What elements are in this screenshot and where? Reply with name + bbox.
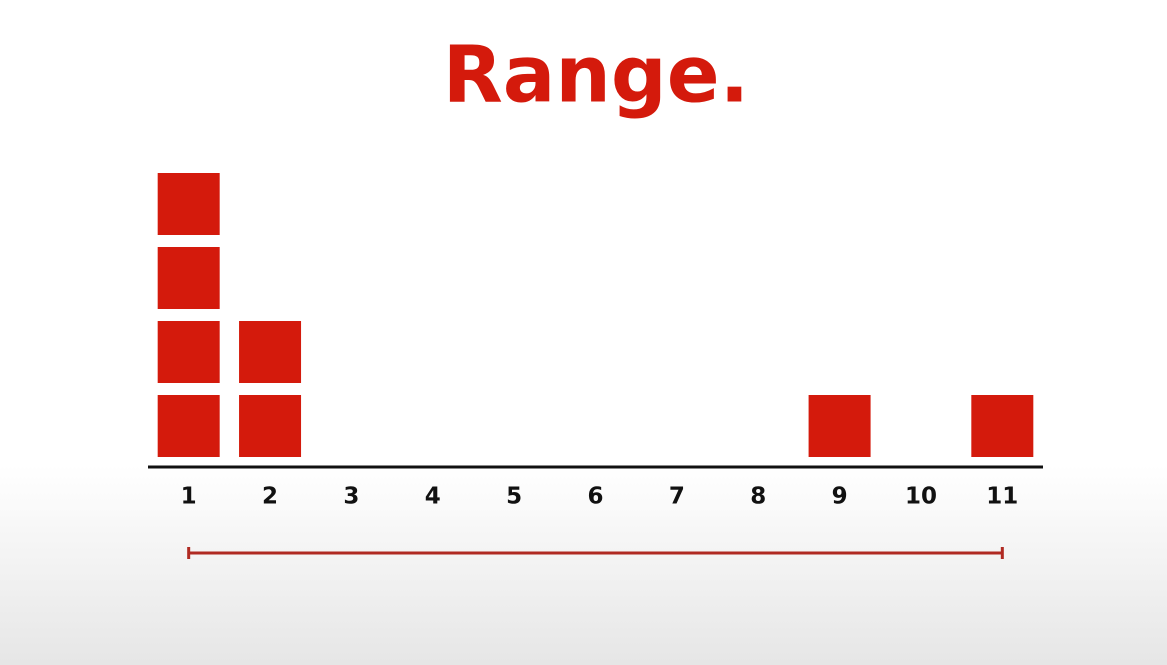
square: [157, 321, 220, 383]
square: [157, 247, 220, 309]
square: [239, 321, 302, 383]
x-tick-label: 2: [262, 484, 278, 510]
x-tick-label: 3: [343, 484, 359, 510]
square: [239, 395, 302, 457]
x-tick-label: 11: [986, 484, 1018, 510]
square: [808, 395, 871, 457]
x-tick-label: 6: [587, 484, 603, 510]
x-tick-label: 5: [506, 484, 522, 510]
square: [971, 395, 1034, 457]
x-tick-label: 9: [832, 484, 848, 510]
x-tick-label: 4: [425, 484, 441, 510]
chart-title: Range.: [443, 30, 750, 120]
x-tick-label: 7: [669, 484, 685, 510]
square: [157, 173, 220, 235]
x-tick-label: 1: [181, 484, 197, 510]
square: [157, 395, 220, 457]
x-tick-label: 10: [905, 484, 937, 510]
x-tick-label: 8: [750, 484, 766, 510]
